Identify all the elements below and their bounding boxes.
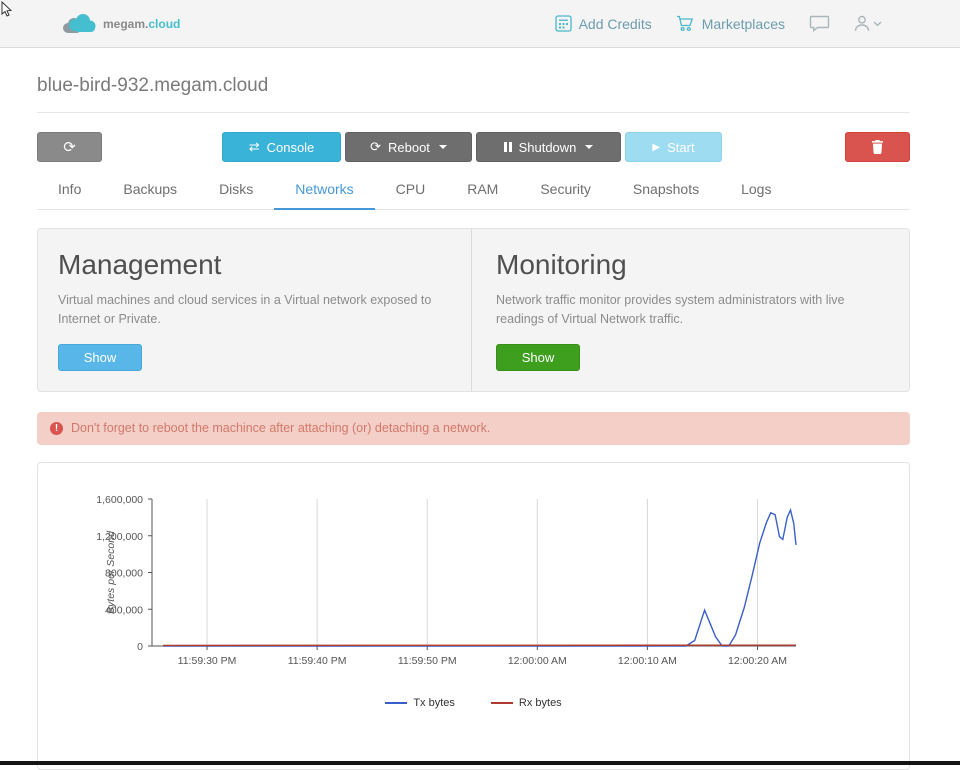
caret-down-icon — [438, 145, 447, 149]
shutdown-button[interactable]: Shutdown — [476, 132, 621, 162]
marketplaces-link[interactable]: Marketplaces — [676, 15, 785, 32]
tab-ram[interactable]: RAM — [467, 181, 499, 197]
trash-icon — [872, 140, 883, 154]
management-title: Management — [58, 249, 222, 280]
chevron-down-icon — [873, 20, 882, 26]
chat-icon — [809, 15, 830, 32]
add-credits-link[interactable]: Add Credits — [554, 15, 652, 32]
svg-text:12:00:00 AM: 12:00:00 AM — [507, 655, 566, 667]
credits-icon — [554, 15, 572, 32]
vm-toolbar: ⟳ ⇄ Console ⟳ Reboot Shutdown ▶ Start — [37, 132, 910, 162]
tab-networks[interactable]: Networks — [274, 171, 375, 210]
svg-text:12:00:10 AM: 12:00:10 AM — [617, 655, 676, 667]
vm-tabs: Info Backups Disks Networks CPU RAM Secu… — [37, 171, 910, 210]
svg-text:1,200,000: 1,200,000 — [96, 531, 143, 543]
messages-button[interactable] — [809, 15, 830, 32]
vm-action-group: ⇄ Console ⟳ Reboot Shutdown ▶ Start — [222, 132, 722, 162]
console-icon: ⇄ — [248, 139, 260, 154]
monitoring-show-button[interactable]: Show — [496, 343, 580, 371]
svg-text:12:00:20 AM: 12:00:20 AM — [727, 655, 786, 667]
legend-label: Rx bytes — [518, 696, 562, 709]
bottom-strip — [0, 761, 960, 765]
alert-text: Don't forget to reboot the machince afte… — [71, 421, 491, 436]
svg-text:1,600,000: 1,600,000 — [96, 494, 143, 506]
mouse-cursor-icon — [1, 1, 12, 17]
refresh-icon: ⟳ — [63, 139, 76, 156]
brand-name: megam.cloud — [103, 16, 181, 31]
tab-disks[interactable]: Disks — [219, 181, 254, 197]
traffic-chart: 0 400,000 800,000 1,200,000 1,600,000 11:59:3… — [96, 494, 797, 667]
network-panels: Management Virtual machines and cloud se… — [37, 228, 910, 392]
tab-cpu[interactable]: CPU — [395, 181, 426, 197]
svg-text:11:59:50 PM: 11:59:50 PM — [397, 655, 456, 667]
console-button[interactable]: ⇄ Console — [222, 132, 341, 162]
reboot-warning-alert: ! Don't forget to reboot the machince af… — [37, 411, 910, 445]
add-credits-label: Add Credits — [578, 15, 652, 32]
tab-backups[interactable]: Backups — [123, 181, 178, 197]
user-icon — [854, 15, 870, 31]
svg-text:800,000: 800,000 — [105, 567, 143, 579]
tab-logs[interactable]: Logs — [741, 181, 772, 197]
chart-legend: Tx bytes Rx bytes — [38, 697, 909, 709]
delete-vm-button[interactable] — [845, 132, 910, 162]
play-icon: ▶ — [652, 141, 661, 153]
svg-text:0: 0 — [137, 641, 143, 653]
legend-item: Tx bytes — [385, 697, 455, 709]
cloud-logo-icon — [63, 13, 96, 33]
reboot-button[interactable]: ⟳ Reboot — [345, 132, 472, 162]
brand-logo[interactable]: megam.cloud — [58, 11, 180, 37]
main-content: blue-bird-932.megam.cloud ⟳ ⇄ Console ⟳ Re… — [0, 75, 960, 770]
user-menu[interactable] — [854, 15, 882, 32]
header-actions: Add Credits Marketplaces — [554, 15, 882, 32]
reboot-icon: ⟳ — [370, 139, 381, 154]
page-title: blue-bird-932.megam.cloud — [37, 75, 269, 96]
legend-swatch — [490, 701, 513, 704]
management-show-button[interactable]: Show — [58, 343, 142, 371]
svg-text:Bytes per Second: Bytes per Second — [105, 530, 117, 614]
tab-security[interactable]: Security — [540, 181, 591, 197]
cart-icon — [676, 15, 693, 32]
refresh-button[interactable]: ⟳ — [37, 132, 102, 162]
top-header: megam.cloud Add Credits Marketplaces — [0, 0, 960, 48]
management-panel: Management Virtual machines and cloud se… — [38, 229, 471, 391]
title-divider — [37, 112, 910, 113]
monitoring-title: Monitoring — [496, 249, 627, 280]
legend-label: Tx bytes — [413, 696, 455, 709]
marketplaces-label: Marketplaces — [701, 15, 785, 32]
monitoring-panel: Monitoring Network traffic monitor provi… — [471, 229, 909, 391]
tab-info[interactable]: Info — [58, 181, 82, 197]
svg-text:11:59:40 PM: 11:59:40 PM — [287, 655, 346, 667]
monitoring-description: Network traffic monitor provides system … — [496, 293, 845, 327]
start-button[interactable]: ▶ Start — [625, 132, 722, 162]
svg-text:11:59:30 PM: 11:59:30 PM — [177, 655, 236, 667]
legend-item: Rx bytes — [490, 696, 562, 709]
tab-snapshots[interactable]: Snapshots — [632, 181, 700, 197]
traffic-chart-panel: 0 400,000 800,000 1,200,000 1,600,000 11:59:3… — [37, 461, 910, 770]
caret-down-icon — [585, 145, 594, 149]
legend-swatch — [385, 701, 408, 704]
warning-icon: ! — [50, 421, 63, 435]
management-description: Virtual machines and cloud services in a… — [58, 293, 432, 327]
pause-icon — [503, 142, 512, 152]
svg-text:400,000: 400,000 — [105, 604, 143, 616]
